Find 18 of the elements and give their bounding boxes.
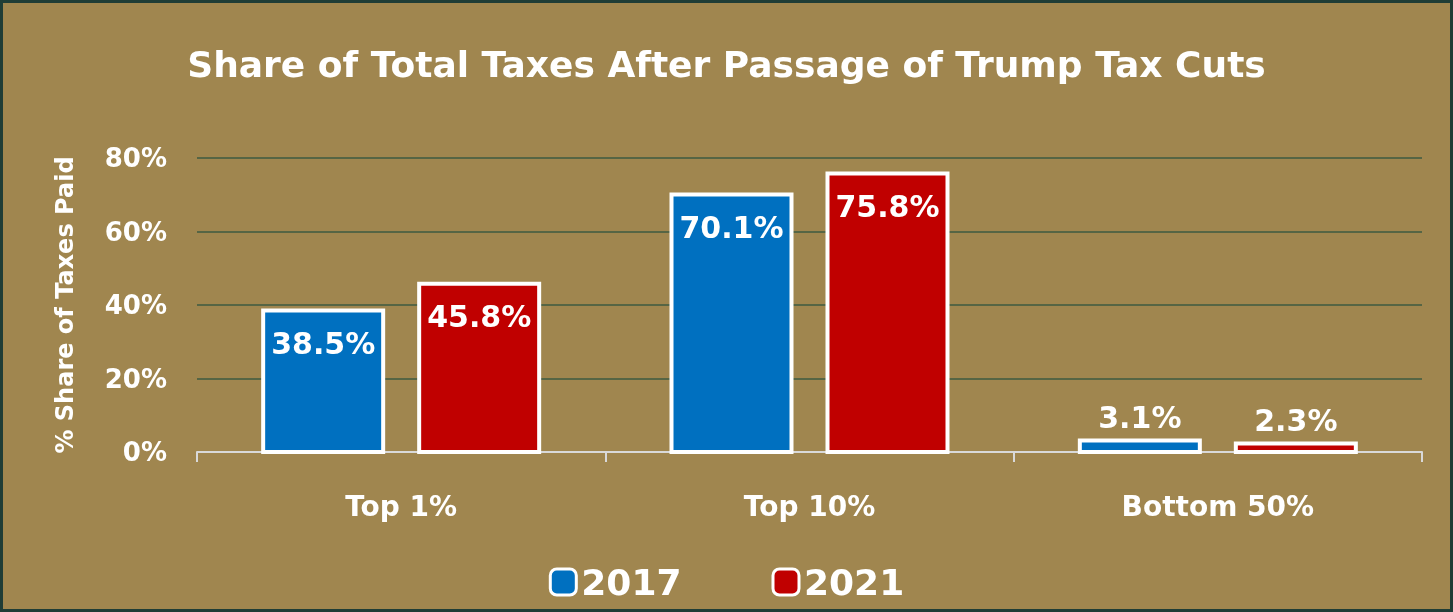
data-label: 75.8%: [835, 188, 940, 224]
y-tick-label: 60%: [104, 216, 167, 247]
chart-title: Share of Total Taxes After Passage of Trump Tax Cuts: [187, 43, 1266, 85]
data-label: 38.5%: [271, 326, 376, 362]
y-tick-label: 20%: [104, 363, 167, 394]
y-tick-label: 80%: [104, 143, 167, 173]
data-label: 70.1%: [679, 209, 784, 245]
data-label: 2.3%: [1254, 403, 1338, 439]
x-tick-label: Top 10%: [743, 489, 876, 523]
y-axis-title: % Share of Taxes Paid: [51, 156, 79, 454]
y-tick-label: 40%: [104, 290, 167, 320]
y-tick-label: 0%: [122, 437, 167, 467]
data-label: 45.8%: [427, 299, 532, 335]
legend-label: 2017: [581, 561, 682, 603]
x-tick-label: Bottom 50%: [1121, 489, 1315, 523]
legend-label: 2021: [804, 561, 905, 603]
data-label: 3.1%: [1098, 400, 1182, 436]
x-tick-label: Top 1%: [345, 489, 458, 523]
